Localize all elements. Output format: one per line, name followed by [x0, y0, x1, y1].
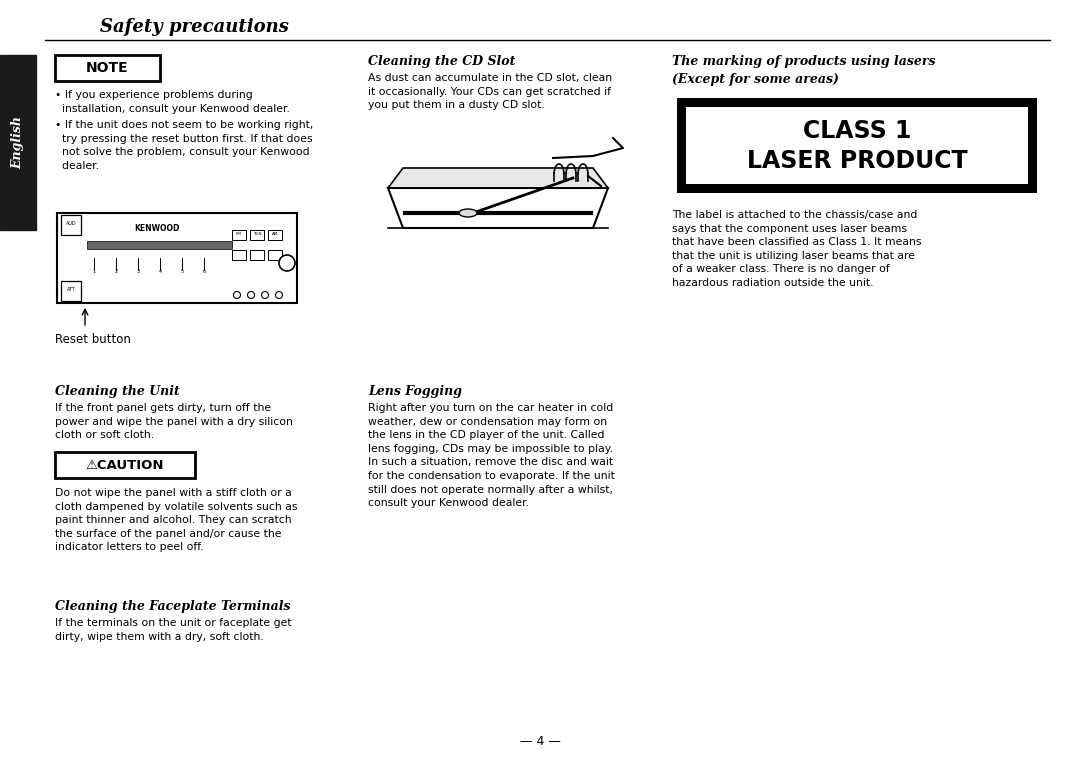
Text: Cleaning the Unit: Cleaning the Unit [55, 385, 179, 398]
Text: If the front panel gets dirty, turn off the
power and wipe the panel with a dry : If the front panel gets dirty, turn off … [55, 403, 293, 440]
Text: TUN: TUN [253, 232, 261, 236]
Text: LASER PRODUCT: LASER PRODUCT [746, 150, 968, 173]
Text: 3: 3 [136, 269, 139, 274]
Bar [232, 250, 246, 260]
Bar [55, 452, 195, 478]
Text: ⚠CAUTION: ⚠CAUTION [85, 458, 164, 471]
Text: Cleaning the Faceplate Terminals: Cleaning the Faceplate Terminals [55, 600, 291, 613]
Text: AUD: AUD [66, 221, 77, 226]
Text: Lens Fogging: Lens Fogging [368, 385, 462, 398]
Bar [57, 213, 297, 303]
Bar [249, 230, 264, 240]
Bar [0, 55, 36, 230]
Bar [232, 230, 246, 240]
Bar [268, 230, 282, 240]
Text: 2: 2 [114, 269, 118, 274]
Text: • If the unit does not seem to be working right,
  try pressing the reset button: • If the unit does not seem to be workin… [55, 120, 313, 171]
Text: The marking of products using lasers: The marking of products using lasers [672, 55, 935, 68]
Bar [249, 250, 264, 260]
Ellipse shape [459, 209, 477, 217]
Bar [677, 98, 1037, 193]
Bar [686, 107, 1028, 184]
Text: Right after you turn on the car heater in cold
weather, dew or condensation may : Right after you turn on the car heater i… [368, 403, 615, 508]
Bar [55, 55, 160, 81]
Text: KENWOOD: KENWOOD [134, 224, 179, 233]
Text: FM: FM [237, 232, 242, 236]
Circle shape [279, 255, 295, 271]
Text: CLASS 1: CLASS 1 [802, 119, 912, 144]
Text: NOTE: NOTE [86, 61, 129, 75]
Text: 5: 5 [180, 269, 184, 274]
Text: 1: 1 [93, 269, 95, 274]
Text: The label is attached to the chassis/case and
says that the component uses laser: The label is attached to the chassis/cas… [672, 210, 921, 288]
Text: 4: 4 [159, 269, 162, 274]
Text: Reset button: Reset button [55, 333, 131, 346]
Text: Do not wipe the panel with a stiff cloth or a
cloth dampened by volatile solvent: Do not wipe the panel with a stiff cloth… [55, 488, 297, 553]
Text: AM: AM [272, 232, 279, 236]
Text: English: English [12, 116, 25, 169]
Text: — 4 —: — 4 — [519, 735, 561, 748]
Text: 6: 6 [202, 269, 205, 274]
Text: Cleaning the CD Slot: Cleaning the CD Slot [368, 55, 515, 68]
Text: If the terminals on the unit or faceplate get
dirty, wipe them with a dry, soft : If the terminals on the unit or faceplat… [55, 618, 292, 641]
Bar [87, 241, 232, 249]
Text: Safety precautions: Safety precautions [100, 18, 288, 36]
Text: • If you experience problems during
  installation, consult your Kenwood dealer.: • If you experience problems during inst… [55, 90, 289, 113]
Text: As dust can accumulate in the CD slot, clean
it occasionally. Your CDs can get s: As dust can accumulate in the CD slot, c… [368, 73, 612, 110]
Text: (Except for some areas): (Except for some areas) [672, 73, 839, 86]
Polygon shape [388, 188, 608, 228]
Polygon shape [388, 168, 608, 188]
Text: ATT: ATT [67, 287, 76, 292]
Bar [268, 250, 282, 260]
Bar [60, 281, 81, 301]
Bar [60, 215, 81, 235]
